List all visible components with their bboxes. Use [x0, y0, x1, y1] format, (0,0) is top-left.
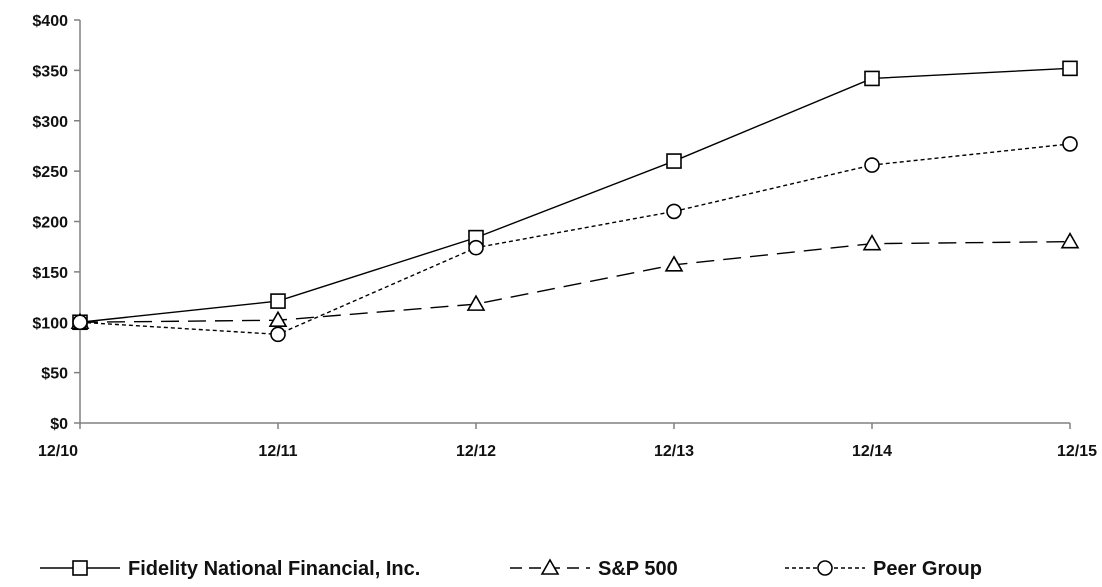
- legend-label: S&P 500: [598, 558, 678, 580]
- data-point-s-p-500: [1060, 232, 1080, 249]
- legend-swatch-marker: [817, 560, 833, 576]
- data-point-peer-group: [270, 326, 286, 343]
- y-tick-label: $0: [50, 416, 68, 433]
- x-tick-label: 12/11: [258, 443, 297, 460]
- y-tick-label: $50: [41, 366, 68, 383]
- series-markers: [70, 60, 1080, 343]
- data-point-fidelity-national-financial-inc: [864, 70, 880, 87]
- y-tick-label: $200: [32, 215, 68, 232]
- x-tick-label: 12/13: [654, 443, 694, 460]
- data-point-s-p-500: [664, 255, 684, 272]
- legend-label: Fidelity National Financial, Inc.: [128, 558, 420, 580]
- data-point-s-p-500: [268, 310, 288, 328]
- chart-axes: [74, 19, 1071, 429]
- legend: Fidelity National Financial, Inc. S&P 500…: [40, 558, 982, 580]
- x-tick-label: 12/15: [1057, 443, 1097, 460]
- data-point-peer-group: [72, 314, 88, 331]
- data-point-peer-group: [1062, 136, 1078, 152]
- data-point-s-p-500: [862, 234, 882, 251]
- series-line-s-p-500: [79, 240, 1071, 323]
- legend-swatch-marker: [540, 558, 560, 575]
- data-point-peer-group: [864, 157, 880, 173]
- legend-label: Peer Group: [873, 558, 982, 580]
- data-point-fidelity-national-financial-inc: [666, 153, 682, 169]
- x-tick-label: 12/12: [456, 443, 496, 460]
- series-line-fidelity-national-financial-inc: [79, 67, 1071, 323]
- series-lines: [79, 67, 1071, 336]
- legend-item-peer-group: Peer Group: [785, 558, 982, 580]
- data-point-fidelity-national-financial-inc: [270, 293, 286, 309]
- y-tick-label: $150: [32, 265, 68, 282]
- data-point-peer-group: [468, 239, 484, 256]
- legend-swatch-marker: [72, 560, 88, 576]
- data-point-fidelity-national-financial-inc: [1062, 60, 1078, 77]
- y-tick-label: $400: [32, 13, 68, 30]
- data-point-s-p-500: [466, 294, 486, 311]
- y-axis-tick-labels: $0 $50 $100 $150 $200 $250 $300 $350 $400: [32, 13, 68, 433]
- x-tick-label: 12/14: [852, 443, 892, 460]
- x-axis-tick-labels: 12/10 12/11 12/12 12/13 12/14 12/15: [38, 443, 1097, 460]
- legend-item-s-p-500: S&P 500: [510, 558, 678, 580]
- legend-item-fidelity-national-financial-inc: Fidelity National Financial, Inc.: [40, 558, 420, 580]
- x-tick-label: 12/10: [38, 443, 78, 460]
- data-point-peer-group: [666, 203, 682, 220]
- y-tick-label: $300: [32, 114, 68, 131]
- y-tick-label: $350: [32, 63, 68, 80]
- y-tick-label: $100: [32, 315, 68, 332]
- y-tick-label: $250: [32, 164, 68, 181]
